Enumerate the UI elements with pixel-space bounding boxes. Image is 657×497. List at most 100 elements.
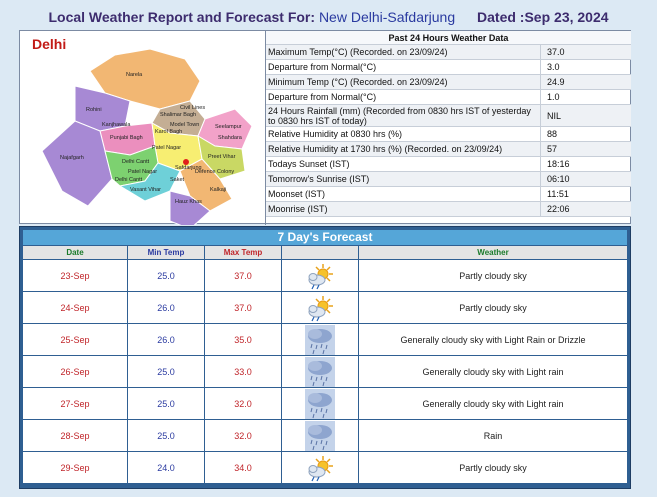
delhi-district-map: Narela Rohini Shalimar Bagh Model Town S…	[20, 31, 265, 225]
map-label-civillines: Civil Lines	[180, 105, 205, 111]
map-label-patelnagar-2: Patel Nagar	[128, 169, 157, 175]
past-data-value: 3.0	[540, 60, 631, 74]
map-label-saket: Saket	[170, 177, 185, 183]
forecast-date: 28-Sep	[23, 420, 127, 451]
past-data-label: Maximum Temp(°C) (Recorded. on 23/09/24)	[268, 47, 448, 57]
past-data-label: Departure from Normal(°C)	[268, 92, 377, 102]
forecast-min-temp: 25.0	[128, 356, 204, 387]
past-24-hours-header: Past 24 Hours Weather Data	[266, 31, 631, 45]
forecast-weather: Partly cloudy sky	[359, 452, 627, 483]
map-label-safdarjung: Safdarjung	[175, 165, 202, 171]
forecast-weather: Generally cloudy sky with Light rain	[359, 388, 627, 419]
map-label-karolbagh: Karol Bagh	[155, 129, 182, 135]
map-label-defencecolony: Defence Colony	[195, 169, 234, 175]
past-data-value: 22:06	[540, 202, 631, 216]
past-data-label: Moonset (IST)	[268, 189, 326, 199]
past-data-value: 24.9	[540, 75, 631, 89]
col-header-icon	[282, 246, 358, 259]
map-label-delhicantt: Delhi Cantt	[122, 159, 150, 165]
past-data-label: Departure from Normal(°C)	[268, 62, 377, 72]
forecast-max-temp: 37.0	[205, 260, 281, 291]
forecast-max-temp: 35.0	[205, 324, 281, 355]
past-data-row: Todays Sunset (IST) 18:16	[266, 157, 631, 172]
forecast-icon-cell	[282, 260, 358, 291]
past-data-row: Moonset (IST) 11:51	[266, 187, 631, 202]
rain-cloud-icon	[305, 324, 335, 355]
forecast-date: 25-Sep	[23, 324, 127, 355]
forecast-min-temp: 25.0	[128, 420, 204, 451]
map-label-modeltown: Model Town	[170, 122, 199, 128]
past-data-row: Minimum Temp (°C) (Recorded. on 23/09/24…	[266, 75, 631, 90]
past-data-label: Todays Sunset (IST)	[268, 159, 350, 169]
forecast-weather: Partly cloudy sky	[359, 260, 627, 291]
past-data-row: Maximum Temp(°C) (Recorded. on 23/09/24)…	[266, 45, 631, 60]
partly-cloudy-icon	[306, 454, 334, 482]
map-label-vasantvihar: Vasant Vihar	[130, 187, 161, 193]
map-label-punjabibagh: Punjabi Bagh	[110, 135, 143, 141]
past-data-label: Moonrise (IST)	[268, 204, 328, 214]
current-conditions-panel: Narela Rohini Shalimar Bagh Model Town S…	[19, 30, 631, 225]
past-data-label: Relative Humidity at 1730 hrs (%) (Recor…	[268, 144, 503, 154]
station-name: New Delhi-Safdarjung	[318, 9, 456, 25]
col-header-max-temp: Max Temp	[205, 246, 281, 259]
past-data-label: Minimum Temp (°C) (Recorded. on 23/09/24…	[268, 77, 448, 87]
past-data-row: Relative Humidity at 1730 hrs (%) (Recor…	[266, 142, 631, 157]
partly-cloudy-icon	[306, 294, 334, 322]
past-data-value: 37.0	[540, 45, 631, 59]
forecast-weather: Partly cloudy sky	[359, 292, 627, 323]
forecast-max-temp: 32.0	[205, 420, 281, 451]
rain-cloud-icon	[305, 356, 335, 387]
forecast-date: 23-Sep	[23, 260, 127, 291]
past-data-value: 18:16	[540, 157, 631, 171]
delhi-map-image: Narela Rohini Shalimar Bagh Model Town S…	[41, 48, 253, 225]
forecast-icon-cell	[282, 420, 358, 451]
forecast-min-temp: 26.0	[128, 324, 204, 355]
forecast-header-row: Date Min Temp Max Temp Weather	[23, 246, 627, 259]
rain-cloud-icon	[305, 388, 335, 419]
map-label-preetvihar: Preet Vihar	[208, 154, 236, 160]
past-data-value: 11:51	[540, 187, 631, 201]
col-header-date: Date	[23, 246, 127, 259]
past-data-row: 24 Hours Rainfall (mm) (Recorded from 08…	[266, 105, 631, 127]
map-label-narela: Narela	[126, 72, 143, 78]
forecast-min-temp: 25.0	[128, 260, 204, 291]
forecast-min-temp: 24.0	[128, 452, 204, 483]
past-data-row: Tomorrow's Sunrise (IST) 06:10	[266, 172, 631, 187]
page-title: Local Weather Report and Forecast For: N…	[0, 9, 657, 25]
past-data-value: 1.0	[540, 90, 631, 104]
rain-cloud-icon	[305, 420, 335, 451]
forecast-icon-cell	[282, 356, 358, 387]
past-data-row: Departure from Normal(°C) 1.0	[266, 90, 631, 105]
map-label-kalkaji: Kalkaji	[210, 187, 226, 193]
col-header-min-temp: Min Temp	[128, 246, 204, 259]
past-data-row: Departure from Normal(°C) 3.0	[266, 60, 631, 75]
seven-day-forecast-panel: 7 Day's Forecast Date Min Temp Max Temp …	[19, 226, 631, 489]
forecast-date: 26-Sep	[23, 356, 127, 387]
forecast-row: 27-Sep 25.0 32.0 Generally cloudy sky with …	[23, 388, 627, 419]
forecast-icon-cell	[282, 292, 358, 323]
map-label-najafgarh: Najafgarh	[60, 155, 84, 161]
forecast-max-temp: 37.0	[205, 292, 281, 323]
past-data-label: Tomorrow's Sunrise (IST)	[268, 174, 370, 184]
forecast-date: 27-Sep	[23, 388, 127, 419]
title-prefix: Local Weather Report and Forecast For:	[48, 9, 316, 25]
forecast-min-temp: 25.0	[128, 388, 204, 419]
forecast-icon-cell	[282, 452, 358, 483]
forecast-max-temp: 34.0	[205, 452, 281, 483]
forecast-weather: Generally cloudy sky with Light rain	[359, 356, 627, 387]
past-data-value: 88	[540, 127, 631, 141]
past-24-hours-table: Past 24 Hours Weather Data Maximum Temp(…	[265, 31, 631, 225]
forecast-title: 7 Day's Forecast	[23, 230, 627, 245]
forecast-max-temp: 32.0	[205, 388, 281, 419]
map-label-rohini: Rohini	[86, 107, 102, 113]
map-label-kanjhawala: Kanjhawala	[102, 122, 131, 128]
forecast-date: 24-Sep	[23, 292, 127, 323]
forecast-date: 29-Sep	[23, 452, 127, 483]
past-data-value: NIL	[540, 105, 631, 126]
forecast-row: 24-Sep 26.0 37.0 Partly cloudy sky	[23, 292, 627, 323]
forecast-min-temp: 26.0	[128, 292, 204, 323]
report-date: Dated :Sep 23, 2024	[477, 9, 609, 25]
past-data-label: Relative Humidity at 0830 hrs (%)	[268, 129, 403, 139]
col-header-weather: Weather	[359, 246, 627, 259]
past-data-value: 57	[540, 142, 631, 156]
